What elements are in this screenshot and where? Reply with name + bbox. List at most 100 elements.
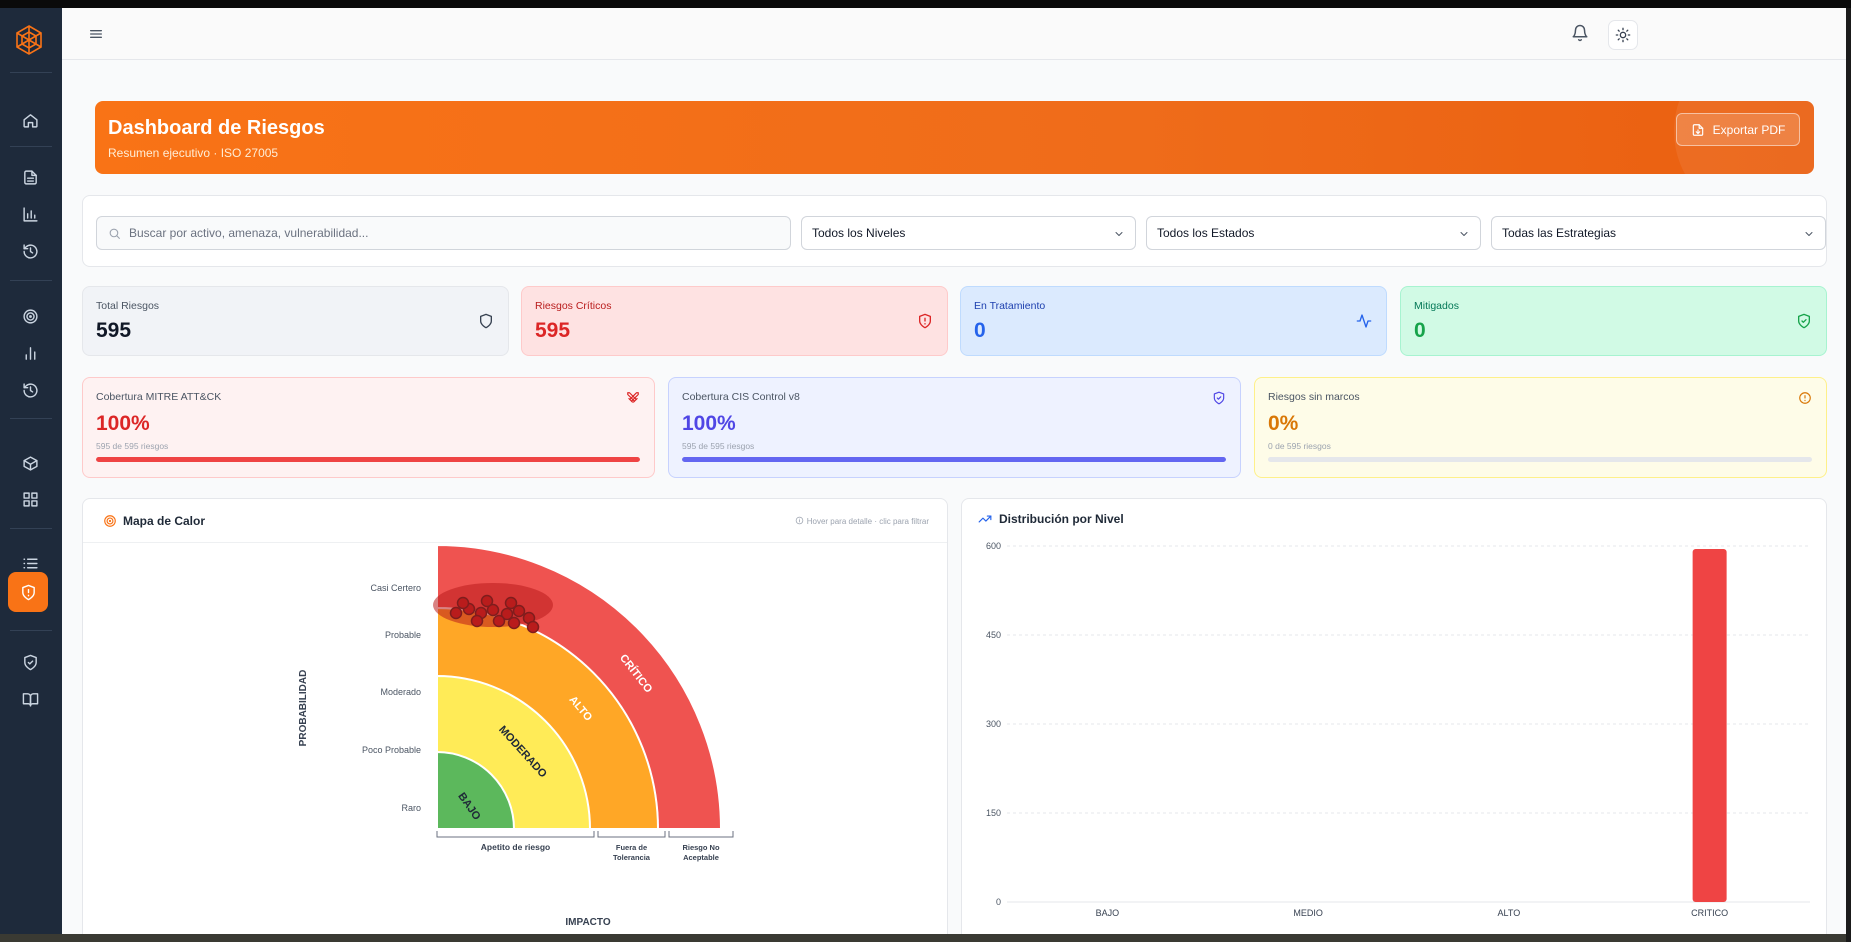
target-icon <box>104 515 116 527</box>
impact-bracket <box>668 831 734 838</box>
export-pdf-button[interactable]: Exportar PDF <box>1676 113 1800 146</box>
y-tick-label: 450 <box>986 630 1001 640</box>
risk-marker <box>480 594 494 608</box>
impact-group-label: Riesgo No Aceptable <box>682 843 720 862</box>
search-box <box>96 216 791 250</box>
stat-label: En Tratamiento <box>974 300 1046 312</box>
sun-icon <box>1615 27 1631 43</box>
search-input[interactable] <box>129 226 749 240</box>
risk-marker <box>526 620 540 634</box>
stat-value: 595 <box>96 319 132 342</box>
bar-chart-icon[interactable] <box>15 199 45 229</box>
coverage-value: 100% <box>682 412 736 435</box>
theme-toggle-button[interactable] <box>1608 20 1638 50</box>
stat-value: 0 <box>1414 319 1426 342</box>
distribution-chart[interactable]: 0 150 300 450 600 BAJO MEDIO ALTO CRITICO <box>962 499 1827 934</box>
search-icon <box>109 228 120 239</box>
topbar <box>62 8 1846 60</box>
distribution-title: Distribución por Nivel <box>999 512 1124 526</box>
bell-icon[interactable] <box>1571 24 1591 44</box>
history-icon[interactable] <box>15 375 45 405</box>
coverage-card-cis[interactable]: Cobertura CIS Control v8 100% 595 de 595… <box>668 377 1241 478</box>
crossed-swords-icon <box>627 392 639 403</box>
sidebar <box>0 8 62 934</box>
home-icon[interactable] <box>15 105 45 135</box>
strategy-select-value: Todas las Estrategias <box>1502 226 1617 240</box>
x-tick-label: MEDIO <box>1293 908 1323 918</box>
coverage-subtext: 595 de 595 riesgos <box>682 441 755 451</box>
heatmap-chart[interactable]: PROBABILIDAD IMPACTO BAJOMODERADOALTOCRÍ… <box>83 543 948 934</box>
alert-circle-icon <box>1799 392 1811 404</box>
chevron-down-icon <box>1115 232 1123 236</box>
top-window-edge <box>0 0 1851 8</box>
level-select[interactable]: Todos los Niveles <box>801 216 1136 250</box>
shield-alert-icon <box>919 313 931 329</box>
zone-bajo <box>436 750 516 830</box>
bar-chart-icon[interactable] <box>15 338 45 368</box>
list-icon[interactable] <box>15 548 45 578</box>
stat-card-in-treatment[interactable]: En Tratamiento 0 <box>960 286 1387 356</box>
coverage-progress-bar <box>1268 457 1812 462</box>
sidebar-divider <box>10 146 52 147</box>
risk-marker <box>486 603 500 617</box>
book-icon[interactable] <box>15 684 45 714</box>
impact-bracket <box>597 831 666 838</box>
impact-group-label: Apetito de riesgo <box>481 842 550 852</box>
risk-marker <box>456 596 470 610</box>
shield-icon <box>480 313 492 329</box>
shield-check-icon[interactable] <box>15 647 45 677</box>
trending-up-icon <box>978 515 992 523</box>
strategy-select[interactable]: Todas las Estrategias <box>1491 216 1826 250</box>
info-icon <box>795 516 803 525</box>
stat-value: 595 <box>535 319 571 342</box>
page-subtitle: Resumen ejecutivo · ISO 27005 <box>108 146 279 160</box>
bar[interactable] <box>1692 548 1727 902</box>
coverage-card-no-framework[interactable]: Riesgos sin marcos 0% 0 de 595 riesgos <box>1254 377 1827 478</box>
risk-marker <box>449 606 463 620</box>
coverage-value: 0% <box>1268 412 1299 435</box>
coverage-label: Cobertura CIS Control v8 <box>682 391 800 403</box>
history-icon[interactable] <box>15 236 45 266</box>
sidebar-divider <box>10 630 52 631</box>
heatmap-panel: Mapa de Calor Hover para detalle · clic … <box>82 498 948 934</box>
impact-group-label: Fuera de Tolerancia <box>613 843 651 862</box>
heatmap-hint: Hover para detalle · clic para filtrar <box>795 516 929 526</box>
stat-card-total[interactable]: Total Riesgos 595 <box>82 286 509 356</box>
stat-label: Mitigados <box>1414 300 1459 312</box>
document-icon[interactable] <box>15 162 45 192</box>
x-tick-label: ALTO <box>1498 908 1521 918</box>
box-icon[interactable] <box>15 448 45 478</box>
shield-check-icon <box>1798 313 1810 329</box>
risk-marker <box>504 596 518 610</box>
main-content: Dashboard de Riesgos Resumen ejecutivo ·… <box>62 8 1846 934</box>
stat-label: Riesgos Críticos <box>535 300 612 312</box>
stat-value: 0 <box>974 319 986 342</box>
y-tick-label: 0 <box>996 897 1001 907</box>
target-icon[interactable] <box>15 301 45 331</box>
sidebar-divider <box>10 280 52 281</box>
risk-marker <box>507 616 521 630</box>
menu-icon[interactable] <box>88 26 104 42</box>
probability-label: Raro <box>401 803 421 813</box>
coverage-card-mitre[interactable]: Cobertura MITRE ATT&CK 100% 595 de 595 r… <box>82 377 655 478</box>
y-axis-title: PROBABILIDAD <box>298 670 309 747</box>
grid-icon[interactable] <box>15 484 45 514</box>
stat-label: Total Riesgos <box>96 300 160 312</box>
app-logo-icon[interactable] <box>9 20 49 60</box>
heatmap-hint-text: Hover para detalle · clic para filtrar <box>806 517 929 526</box>
coverage-value: 100% <box>96 412 150 435</box>
heatmap-title: Mapa de Calor <box>123 514 206 528</box>
risk-marker <box>492 614 506 628</box>
risk-marker <box>500 607 514 621</box>
status-select[interactable]: Todos los Estados <box>1146 216 1481 250</box>
x-axis-title: IMPACTO <box>565 917 610 928</box>
coverage-progress-bar <box>682 457 1226 462</box>
level-select-value: Todos los Niveles <box>812 226 906 240</box>
stat-card-critical[interactable]: Riesgos Críticos 595 <box>521 286 948 356</box>
coverage-label: Cobertura MITRE ATT&CK <box>96 391 222 403</box>
probability-label: Moderado <box>380 687 421 697</box>
heatmap-header: Mapa de Calor Hover para detalle · clic … <box>83 499 947 543</box>
risk-shield-icon[interactable] <box>8 572 48 612</box>
stat-card-mitigated[interactable]: Mitigados 0 <box>1400 286 1827 356</box>
shield-check-icon <box>1213 391 1225 405</box>
